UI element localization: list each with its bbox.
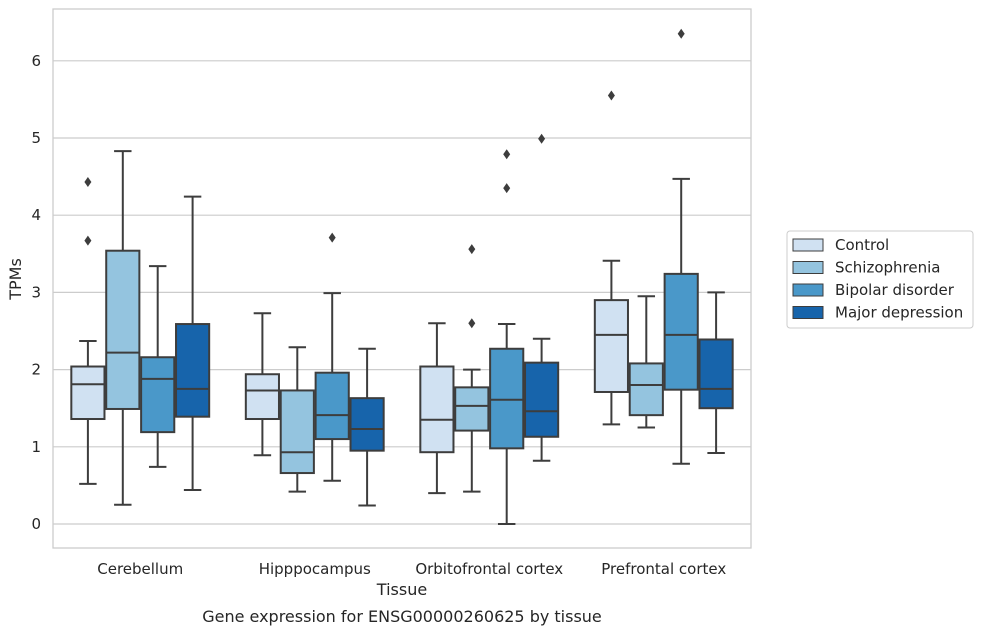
y-axis-label: TPMs [6, 258, 25, 301]
x-tick-label: Prefrontal cortex [601, 560, 726, 578]
box-bipolar-disorder [314, 232, 350, 482]
y-tick-labels: 0 1 2 3 4 5 6 [31, 52, 41, 533]
y-tick-label: 0 [31, 515, 41, 533]
y-tick-label: 6 [31, 52, 41, 70]
y-tick-label: 3 [31, 283, 41, 301]
outlier-point [503, 149, 511, 160]
box-iqr [524, 361, 560, 438]
box-iqr [593, 299, 629, 393]
y-tick-label: 1 [31, 438, 41, 456]
box-iqr [698, 338, 734, 410]
plot-frame [52, 8, 752, 549]
x-axis-label: Tissue [376, 580, 427, 599]
box-major-depression [349, 347, 385, 507]
box-iqr [314, 371, 350, 441]
legend-swatch [792, 238, 824, 252]
box-bipolar-disorder [663, 28, 699, 465]
box-schizophrenia [628, 295, 664, 429]
outlier-point [538, 133, 546, 144]
box-control [593, 90, 629, 426]
box-major-depression [524, 133, 560, 462]
box-iqr [70, 365, 106, 421]
y-tick-label: 4 [31, 206, 41, 224]
legend-swatch [792, 283, 824, 297]
outlier-point [468, 318, 476, 329]
box-schizophrenia [105, 150, 141, 506]
box-bipolar-disorder [489, 149, 525, 525]
x-tick-label: Orbitofrontal cortex [415, 560, 563, 578]
box-bipolar-disorder [140, 265, 176, 468]
legend-label: Control [835, 236, 889, 254]
box-iqr [454, 386, 490, 432]
box-iqr [279, 389, 315, 475]
legend-label: Schizophrenia [835, 259, 940, 277]
legend-label: Bipolar disorder [835, 281, 955, 299]
box-iqr [419, 365, 455, 454]
plot-area [53, 9, 751, 548]
box-major-depression [175, 195, 211, 492]
box-iqr [663, 272, 699, 391]
box-series [70, 28, 734, 525]
legend: Control Schizophrenia Bipolar disorder Majo… [786, 230, 974, 329]
box-iqr [489, 347, 525, 450]
box-iqr [349, 397, 385, 452]
box-control [244, 312, 280, 457]
y-tick-label: 5 [31, 129, 41, 147]
box-schizophrenia [279, 346, 315, 493]
box-iqr [628, 362, 664, 417]
box-iqr [140, 356, 176, 434]
outlier-point [328, 232, 336, 243]
legend-frame [786, 230, 974, 329]
outlier-point [84, 235, 92, 246]
outlier-point [677, 28, 685, 39]
outlier-point [84, 177, 92, 188]
x-tick-label: Cerebellum [97, 560, 183, 578]
legend-label: Major depression [835, 304, 963, 322]
chart-caption: Gene expression for ENSG00000260625 by t… [202, 607, 602, 626]
box-major-depression [698, 291, 734, 454]
outlier-point [468, 244, 476, 255]
legend-swatch [792, 261, 824, 274]
box-control [70, 177, 106, 485]
x-tick-label: Hipppocampus [259, 560, 371, 578]
legend-swatch [792, 306, 824, 319]
box-iqr [175, 323, 211, 418]
y-tick-label: 2 [31, 361, 41, 379]
box-iqr [244, 373, 280, 421]
outlier-point [607, 90, 615, 101]
x-tick-labels: Cerebellum Hipppocampus Orbitofrontal cort… [97, 560, 726, 578]
box-schizophrenia [454, 244, 490, 493]
box-iqr [105, 249, 141, 410]
box-control [419, 322, 455, 495]
outlier-point [503, 183, 511, 194]
